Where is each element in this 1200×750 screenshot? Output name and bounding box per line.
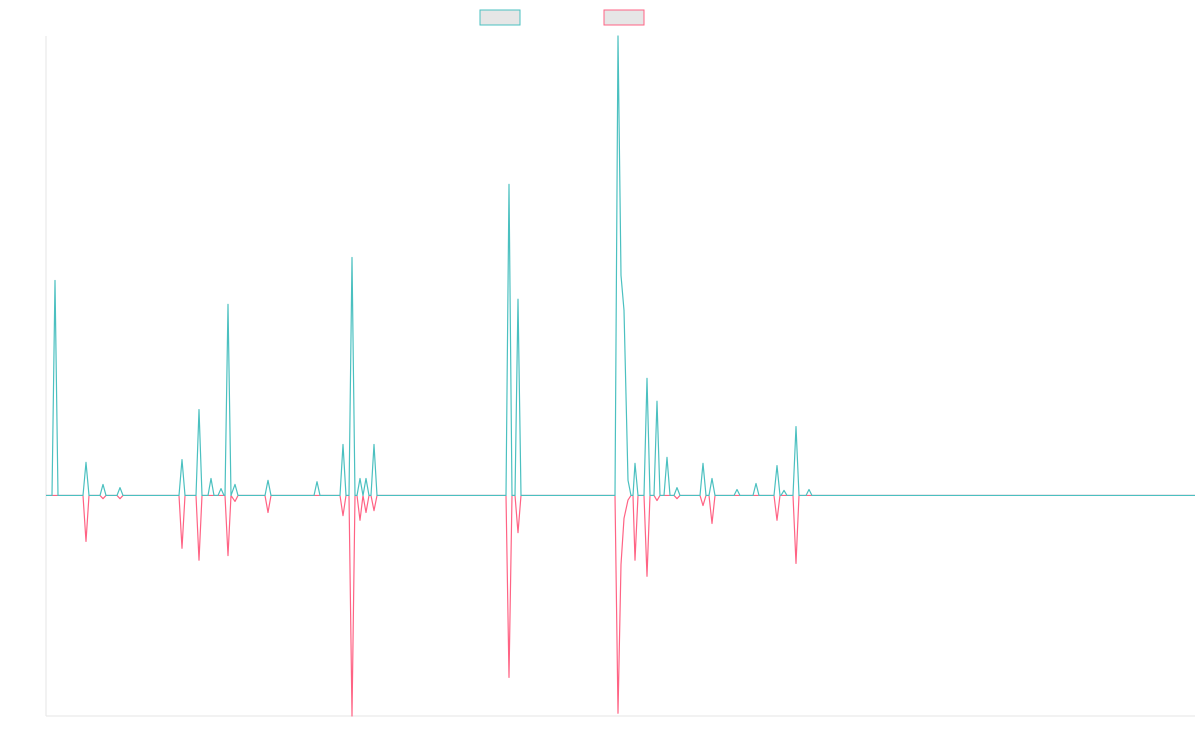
line	[46, 494, 1195, 717]
legend-swatch	[479, 9, 521, 26]
legend-swatch	[603, 9, 645, 26]
line	[46, 35, 1195, 497]
